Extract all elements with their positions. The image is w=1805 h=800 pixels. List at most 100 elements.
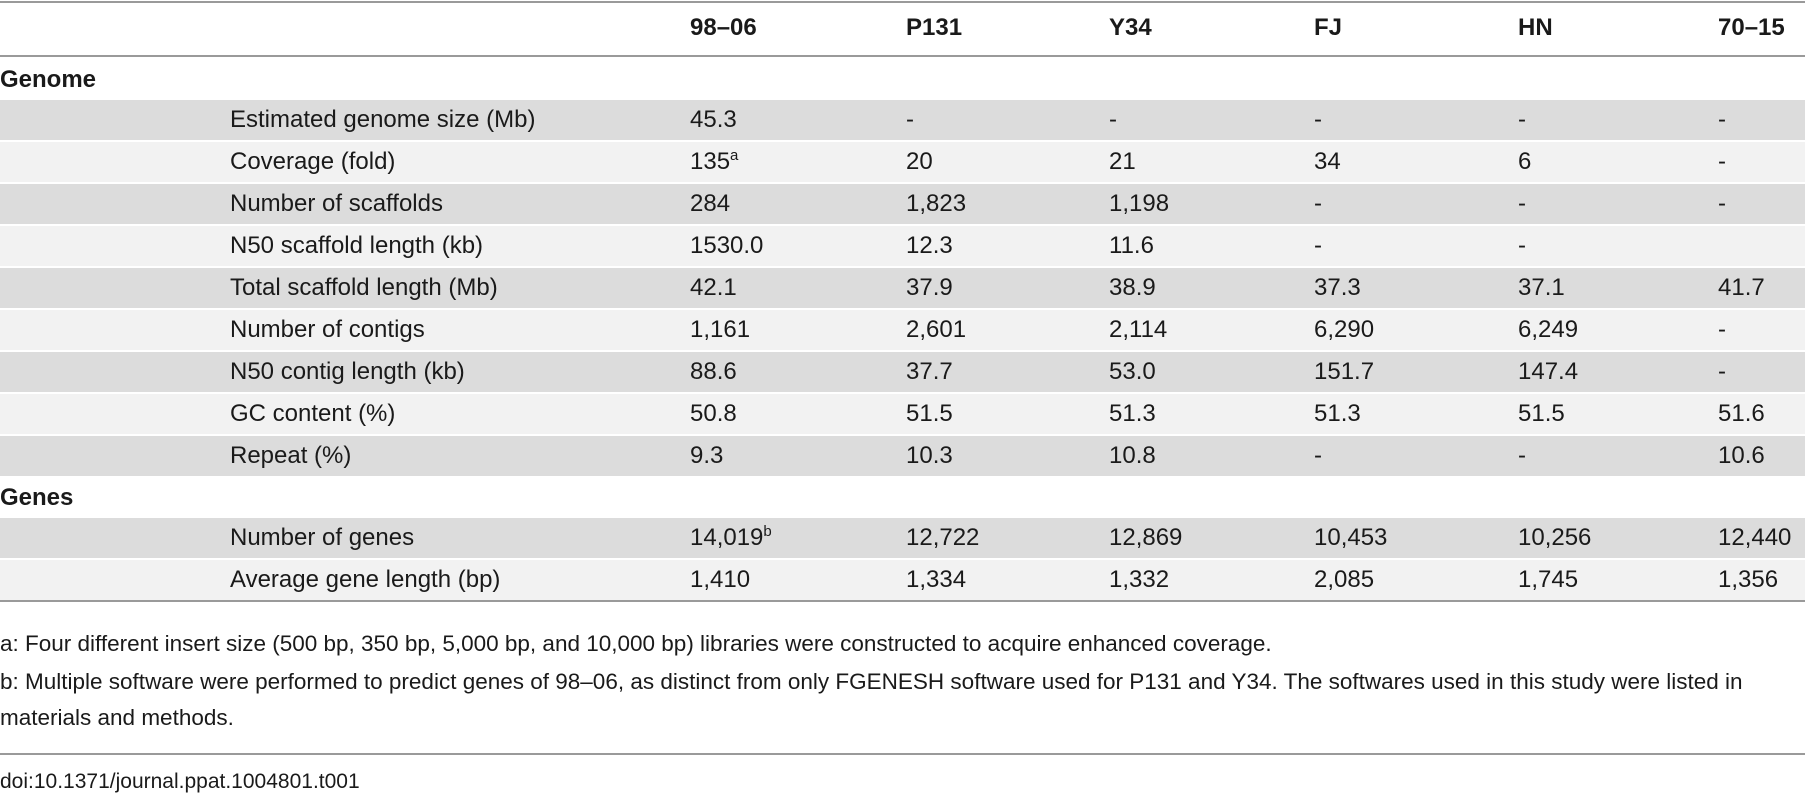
cell-value: 12.3: [906, 232, 953, 259]
header-rule: [0, 55, 1805, 57]
cell-value: 45.3: [690, 106, 737, 133]
column-header-70-15: 70–15: [1718, 14, 1785, 41]
cell-number: 135: [690, 148, 731, 175]
table-row: Average gene length (bp) 1,410 1,334 1,3…: [0, 560, 1805, 600]
cell-value: 51.3: [1314, 400, 1361, 427]
cell-value: 1,161: [690, 316, 751, 343]
cell-value: -: [1314, 190, 1322, 217]
row-label: Coverage (fold): [230, 148, 396, 175]
row-label: Number of scaffolds: [230, 190, 443, 217]
cell-value: 6: [1518, 148, 1532, 175]
cell-value: -: [1518, 442, 1526, 469]
cell-value: 147.4: [1518, 358, 1579, 385]
table-row: N50 scaffold length (kb) 1530.0 12.3 11.…: [0, 226, 1805, 266]
row-label: Number of genes: [230, 524, 415, 551]
cell-value: 284: [690, 190, 731, 217]
section-label: Genes: [0, 484, 74, 511]
cell-value: 6,249: [1518, 316, 1579, 343]
table-row: Estimated genome size (Mb) 45.3 - - - - …: [0, 100, 1805, 140]
cell-value: 50.8: [690, 400, 737, 427]
cell-value: 10.8: [1109, 442, 1156, 469]
table-row: Number of scaffolds 284 1,823 1,198 - - …: [0, 184, 1805, 224]
cell-value: 1,745: [1518, 566, 1579, 593]
table-row: Coverage (fold) 135a 20 21 34 6 -: [0, 142, 1805, 182]
cell-value: -: [1718, 148, 1726, 175]
cell-value: 37.9: [906, 274, 953, 301]
cell-value: 51.5: [1518, 400, 1565, 427]
cell-value: -: [1718, 358, 1726, 385]
doi-rule: [0, 753, 1805, 755]
cell-value: 51.5: [906, 400, 953, 427]
row-label: GC content (%): [230, 400, 396, 427]
cell-value: 135a: [690, 142, 738, 182]
cell-value: 1,823: [906, 190, 967, 217]
row-label: Number of contigs: [230, 316, 425, 343]
cell-value: 88.6: [690, 358, 737, 385]
cell-value: 14,019b: [690, 518, 772, 558]
row-label: N50 contig length (kb): [230, 358, 465, 385]
cell-value: -: [1314, 106, 1322, 133]
table-bottom-rule: [0, 600, 1805, 602]
column-header-hn: HN: [1518, 14, 1553, 41]
cell-value: 2,114: [1109, 316, 1168, 343]
column-header-y34: Y34: [1109, 14, 1152, 41]
cell-value: 10.6: [1718, 442, 1765, 469]
cell-value: 1,198: [1109, 190, 1170, 217]
cell-value: 12,722: [906, 524, 980, 551]
table-row: Total scaffold length (Mb) 42.1 37.9 38.…: [0, 268, 1805, 308]
cell-value: 10.3: [906, 442, 953, 469]
cell-value: 51.6: [1718, 400, 1765, 427]
column-header-p131: P131: [906, 14, 963, 41]
row-label: Estimated genome size (Mb): [230, 106, 536, 133]
table-top-rule: [0, 1, 1805, 3]
section-row-genes: Genes: [0, 478, 1805, 518]
cell-value: 21: [1109, 148, 1136, 175]
cell-value: 37.3: [1314, 274, 1361, 301]
cell-value: -: [1314, 442, 1322, 469]
cell-value: 37.1: [1518, 274, 1565, 301]
cell-value: 34: [1314, 148, 1341, 175]
cell-value: 41.7: [1718, 274, 1765, 301]
cell-number: 14,019: [690, 524, 764, 551]
footnote-b: b: Multiple software were performed to p…: [0, 669, 1743, 730]
footnote-a: a: Four different insert size (500 bp, 3…: [0, 631, 1272, 656]
doi-label: doi:10.1371/journal.ppat.1004801.t001: [0, 770, 360, 793]
cell-value: 37.7: [906, 358, 953, 385]
table-row: N50 contig length (kb) 88.6 37.7 53.0 15…: [0, 352, 1805, 392]
row-label: Repeat (%): [230, 442, 352, 469]
cell-value: -: [1518, 232, 1526, 259]
cell-value: 12,869: [1109, 524, 1183, 551]
row-label: N50 scaffold length (kb): [230, 232, 484, 259]
footnote-marker-b: b: [763, 523, 772, 540]
section-row-genome: Genome: [0, 60, 1805, 100]
table-row: Number of genes 14,019b 12,722 12,869 10…: [0, 518, 1805, 558]
section-label: Genome: [0, 66, 97, 93]
cell-value: 2,601: [906, 316, 967, 343]
footnote-marker-a: a: [730, 147, 739, 164]
cell-value: -: [906, 106, 914, 133]
cell-value: -: [1518, 190, 1526, 217]
row-label: Total scaffold length (Mb): [230, 274, 498, 301]
table-row: Number of contigs 1,161 2,601 2,114 6,29…: [0, 310, 1805, 350]
cell-value: 20: [906, 148, 933, 175]
cell-value: 51.3: [1109, 400, 1156, 427]
cell-value: 1530.0: [690, 232, 764, 259]
column-header-98-06: 98–06: [690, 14, 757, 41]
cell-value: 9.3: [690, 442, 724, 469]
cell-value: 38.9: [1109, 274, 1156, 301]
cell-value: 53.0: [1109, 358, 1156, 385]
table-row: GC content (%) 50.8 51.5 51.3 51.3 51.5 …: [0, 394, 1805, 434]
cell-value: -: [1109, 106, 1117, 133]
cell-value: 10,256: [1518, 524, 1592, 551]
column-header-fj: FJ: [1314, 14, 1343, 41]
cell-value: 1,334: [906, 566, 967, 593]
cell-value: 1,356: [1718, 566, 1779, 593]
cell-value: -: [1718, 316, 1726, 343]
cell-value: -: [1314, 232, 1322, 259]
cell-value: -: [1718, 106, 1726, 133]
row-label: Average gene length (bp): [230, 566, 501, 593]
cell-value: 6,290: [1314, 316, 1375, 343]
cell-value: 12,440: [1718, 524, 1792, 551]
cell-value: -: [1518, 106, 1526, 133]
table-row: Repeat (%) 9.3 10.3 10.8 - - 10.6: [0, 436, 1805, 476]
